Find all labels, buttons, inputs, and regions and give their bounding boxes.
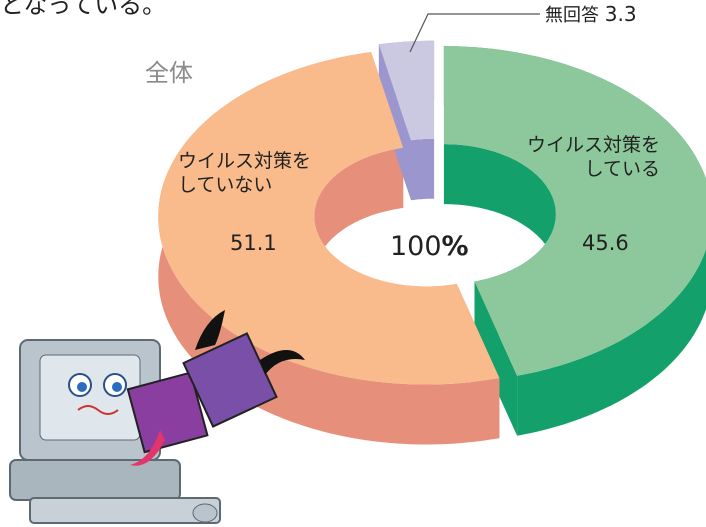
center-label: 100%: [390, 230, 469, 264]
tops: [158, 40, 706, 385]
illustration: [9, 310, 305, 524]
leader-line: [409, 13, 540, 53]
slice-label: 無回答 3.3: [545, 2, 637, 28]
slice: [158, 52, 500, 385]
subtitle: 全体: [145, 59, 193, 87]
value-label: 3.3: [604, 2, 637, 26]
slice-end-wall: [474, 281, 518, 436]
slice-inner-wall: [411, 138, 435, 201]
center-value: 100: [390, 231, 442, 262]
header-text: となっている。: [0, 0, 167, 19]
category-label: 無回答: [545, 5, 599, 26]
slice-label: ウイルス対策を していない: [178, 150, 312, 196]
slice: [443, 46, 706, 376]
center-unit: %: [441, 231, 469, 262]
value-label: 45.6: [582, 231, 629, 255]
slice-label: ウイルス対策を している: [526, 134, 660, 180]
slice: [378, 40, 435, 141]
value-label: 51.1: [230, 231, 277, 255]
